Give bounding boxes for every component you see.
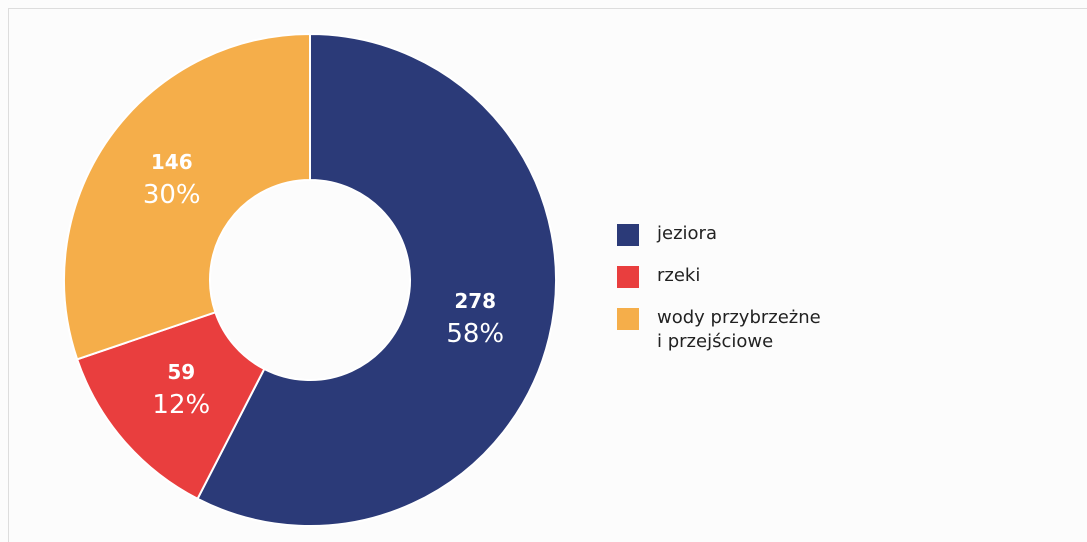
percent-label: 30% <box>143 180 201 210</box>
legend-label: rzeki <box>657 265 701 286</box>
legend: jeziora rzeki wody przybrzeżne i przejścio… <box>617 222 821 372</box>
legend-item: rzeki <box>617 264 821 288</box>
slice <box>196 32 557 527</box>
legend-swatch <box>617 266 639 288</box>
legend-label: wody przybrzeżne i przejściowe <box>657 307 821 352</box>
percent-label: 58% <box>446 319 504 349</box>
legend-item: wody przybrzeżne i przejściowe <box>617 306 821 354</box>
value-label: 146 <box>151 150 193 174</box>
value-label: 59 <box>167 360 195 384</box>
percent-label: 12% <box>152 390 210 420</box>
legend-swatch <box>617 308 639 330</box>
slice <box>75 310 266 501</box>
slice <box>63 32 311 361</box>
value-label: 278 <box>454 289 496 313</box>
legend-label: jeziora <box>657 223 717 244</box>
frame <box>8 8 1087 542</box>
legend-swatch <box>617 224 639 246</box>
legend-item: jeziora <box>617 222 821 246</box>
